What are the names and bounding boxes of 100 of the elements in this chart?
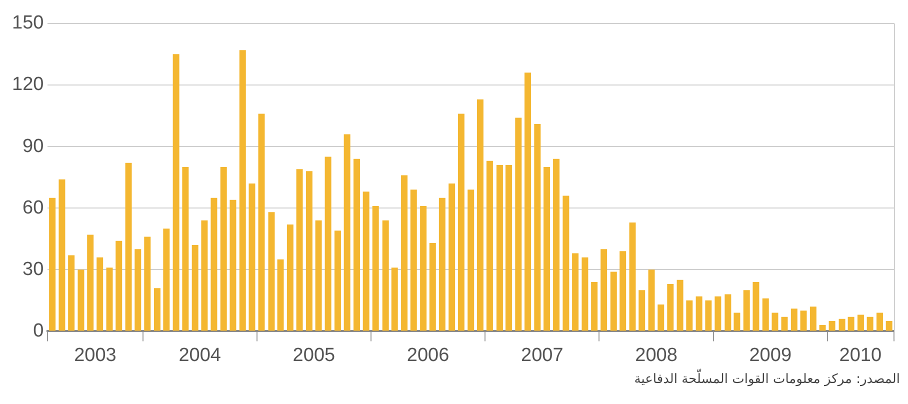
bar bbox=[781, 316, 788, 331]
bar bbox=[58, 179, 66, 331]
y-tick-label: 60 bbox=[22, 197, 44, 218]
bar bbox=[296, 169, 303, 331]
bar bbox=[116, 240, 122, 331]
bar bbox=[734, 312, 740, 331]
bar bbox=[686, 300, 693, 331]
bar bbox=[810, 306, 816, 331]
bar bbox=[714, 296, 722, 331]
bar bbox=[468, 190, 474, 331]
bar bbox=[857, 314, 864, 331]
bar bbox=[362, 192, 370, 331]
bar bbox=[78, 270, 84, 331]
bar bbox=[248, 183, 256, 331]
bar bbox=[429, 242, 436, 331]
x-tick-label: 2005 bbox=[292, 344, 336, 366]
bar bbox=[600, 249, 608, 331]
bar bbox=[344, 134, 350, 331]
bar bbox=[629, 222, 636, 331]
bar bbox=[324, 156, 332, 331]
y-tick-label: 0 bbox=[33, 320, 44, 342]
bar bbox=[258, 114, 265, 331]
bar bbox=[68, 255, 75, 331]
bar bbox=[848, 316, 854, 331]
x-tick-label: 2009 bbox=[749, 344, 792, 366]
bar bbox=[401, 175, 408, 331]
bar bbox=[201, 220, 208, 331]
bar bbox=[790, 308, 798, 331]
bar bbox=[562, 196, 570, 331]
bar bbox=[638, 290, 646, 331]
bar bbox=[486, 160, 493, 331]
bar bbox=[553, 158, 560, 331]
bar bbox=[230, 200, 236, 331]
bar bbox=[353, 158, 360, 331]
bar bbox=[172, 54, 180, 331]
bar bbox=[372, 206, 379, 331]
y-tick-label: 90 bbox=[22, 136, 44, 157]
x-tick-label: 2006 bbox=[406, 344, 450, 366]
bar bbox=[800, 310, 807, 331]
bar bbox=[620, 251, 626, 331]
bar bbox=[476, 99, 484, 331]
bar bbox=[420, 206, 427, 331]
bar bbox=[391, 268, 398, 331]
bar bbox=[705, 300, 712, 331]
bar bbox=[828, 320, 836, 331]
bar bbox=[448, 183, 456, 331]
bar bbox=[648, 270, 655, 331]
bar bbox=[182, 167, 189, 331]
bar bbox=[838, 318, 846, 331]
x-tick-label: 2010 bbox=[839, 344, 882, 366]
bar bbox=[524, 72, 531, 331]
bar bbox=[87, 234, 94, 331]
bar bbox=[106, 268, 113, 331]
bar bbox=[382, 220, 389, 331]
bar bbox=[667, 284, 674, 331]
x-tick-label: 2004 bbox=[178, 344, 222, 366]
bar bbox=[591, 282, 598, 331]
bar bbox=[220, 167, 227, 331]
bar bbox=[210, 198, 218, 331]
bar bbox=[515, 118, 522, 331]
bar bbox=[239, 50, 246, 331]
bar bbox=[866, 316, 874, 331]
bar bbox=[886, 320, 892, 331]
bar bbox=[268, 212, 275, 331]
bar bbox=[658, 304, 664, 331]
bar bbox=[696, 296, 702, 331]
bar bbox=[676, 280, 684, 331]
bar bbox=[762, 298, 769, 331]
bar bbox=[154, 288, 160, 331]
bar bbox=[315, 220, 322, 331]
bar bbox=[144, 236, 151, 331]
bar bbox=[876, 312, 883, 331]
y-tick-label: 120 bbox=[12, 74, 44, 96]
y-tick-label: 30 bbox=[22, 258, 44, 280]
x-tick-label: 2003 bbox=[74, 344, 116, 366]
bar bbox=[819, 325, 826, 331]
bar bbox=[772, 312, 778, 331]
bar bbox=[572, 253, 579, 331]
bar bbox=[125, 162, 132, 331]
bar bbox=[496, 164, 503, 331]
bar bbox=[743, 290, 750, 331]
bar bbox=[96, 257, 104, 331]
bar bbox=[277, 259, 284, 331]
bar bbox=[163, 228, 170, 331]
bar bbox=[286, 224, 294, 331]
bar bbox=[582, 257, 588, 331]
bar bbox=[410, 190, 417, 331]
bar bbox=[134, 249, 142, 331]
bar bbox=[49, 198, 56, 331]
x-tick-label: 2007 bbox=[521, 344, 564, 366]
bar bbox=[192, 245, 198, 331]
bar bbox=[724, 294, 732, 331]
bar bbox=[438, 198, 446, 331]
x-tick-label: 2008 bbox=[635, 344, 678, 366]
bar bbox=[306, 171, 312, 331]
bar bbox=[544, 167, 550, 331]
y-tick-label: 150 bbox=[12, 12, 44, 34]
bar bbox=[334, 230, 341, 331]
bar bbox=[458, 114, 464, 331]
bar bbox=[752, 282, 760, 331]
